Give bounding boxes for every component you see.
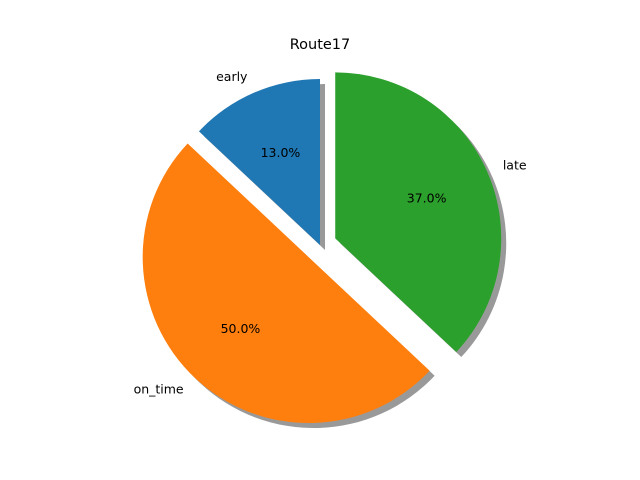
slice-percent-on-time: 50.0%: [221, 321, 261, 336]
slice-label-late: late: [503, 157, 527, 172]
slice-early: [198, 79, 320, 245]
slice-percent-late: 37.0%: [407, 190, 447, 205]
slice-label-early: early: [216, 69, 248, 84]
slice-labels: early 13.0% on_time 50.0% late 37.0%: [134, 69, 527, 397]
slice-on-time: [142, 143, 430, 424]
pie-slices: [142, 72, 502, 424]
chart-title: Route17: [290, 37, 351, 53]
slice-label-on-time: on_time: [134, 382, 184, 397]
slice-late: [335, 72, 502, 353]
slice-percent-early: 13.0%: [261, 145, 301, 160]
